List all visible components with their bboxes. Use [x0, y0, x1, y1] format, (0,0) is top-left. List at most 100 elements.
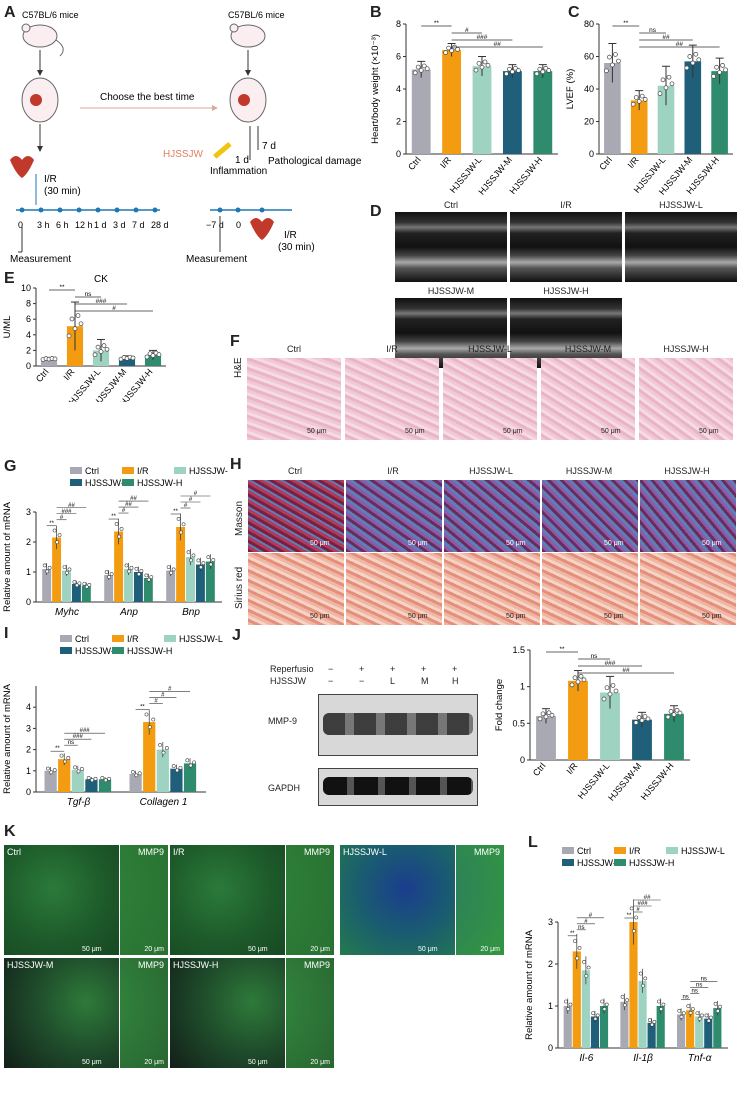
- y-tick-label: 0: [26, 597, 31, 607]
- data-point: [668, 709, 674, 714]
- sig-label: ns: [591, 653, 599, 660]
- legend-swatch: [666, 847, 678, 854]
- data-point: [476, 60, 482, 66]
- blot-condition-mark: L: [390, 676, 396, 686]
- data-point: [604, 1002, 609, 1007]
- sig-label: ###: [73, 734, 84, 740]
- data-point: [540, 69, 546, 75]
- data-point: [92, 352, 98, 358]
- sig-label: ###: [605, 660, 616, 667]
- data-point: [55, 540, 59, 545]
- bar: [183, 763, 197, 792]
- mmp9-label: MMP-9: [268, 716, 297, 726]
- data-point: [67, 567, 72, 572]
- y-tick-label: 2: [26, 345, 31, 355]
- bar: [686, 1010, 695, 1048]
- data-point: [643, 976, 648, 981]
- bar: [195, 564, 205, 602]
- scale-bar-label: 50 μm: [604, 613, 624, 620]
- data-point: [72, 580, 77, 584]
- data-point: [171, 764, 176, 769]
- y-tick-label: 1: [520, 682, 525, 692]
- data-point: [104, 570, 109, 574]
- masson-image: [248, 480, 344, 552]
- he-image: [541, 358, 635, 440]
- data-point: [656, 999, 661, 1004]
- he-image: [639, 358, 733, 440]
- legend-swatch: [60, 647, 72, 654]
- sig-label: #: [122, 508, 126, 514]
- data-point: [149, 575, 154, 580]
- data-point: [150, 353, 156, 358]
- sig-label: ns: [696, 982, 702, 988]
- bar: [85, 779, 98, 792]
- data-point: [93, 776, 98, 781]
- data-point: [171, 567, 176, 572]
- data-point: [103, 778, 108, 783]
- sig-label: #: [168, 687, 172, 693]
- sig-label: **: [49, 521, 54, 527]
- y-tick-label: 1.5: [512, 645, 525, 655]
- legend-swatch: [614, 859, 626, 866]
- echo-mmode-image: [510, 298, 622, 368]
- sig-label: #: [584, 919, 588, 925]
- gapdh-bands: [323, 777, 473, 795]
- chart-title: CK: [94, 274, 108, 285]
- data-point: [674, 707, 680, 713]
- sig-label: ###: [61, 509, 72, 515]
- data-point: [572, 675, 578, 681]
- bar: [533, 71, 553, 154]
- data-point: [723, 67, 728, 73]
- y-tick-label: 1: [26, 766, 31, 776]
- ir-label: I/R: [44, 174, 57, 185]
- data-point: [604, 685, 610, 691]
- legend-label: HJSSJW-M: [85, 478, 131, 488]
- data-point: [114, 521, 119, 526]
- data-point: [709, 1015, 713, 1020]
- data-point: [76, 769, 81, 774]
- bar: [695, 1016, 704, 1048]
- x-tick-label: I/R: [61, 366, 76, 382]
- timeline-label: 6 h: [56, 220, 69, 230]
- legend-swatch: [112, 647, 124, 654]
- fluor-group-label: HJSSJW-L: [343, 847, 387, 857]
- timeline-dot: [152, 207, 158, 213]
- data-point: [62, 565, 67, 569]
- data-point: [687, 54, 693, 59]
- data-point: [713, 1001, 718, 1006]
- legend-label: Ctrl: [85, 466, 99, 476]
- gapdh-label: GAPDH: [268, 783, 301, 793]
- drug-label: HJSSJW: [163, 149, 204, 160]
- legend-swatch: [174, 467, 186, 474]
- y-tick-label: 1: [548, 1001, 553, 1011]
- data-point: [52, 356, 58, 362]
- data-point: [47, 565, 52, 570]
- gapdh-blot: [318, 768, 478, 806]
- data-point: [144, 354, 150, 360]
- sig-label: ns: [68, 740, 74, 746]
- data-point: [578, 673, 584, 679]
- masson-image: [542, 480, 638, 552]
- x-category-label: Tnf-α: [688, 1053, 712, 1064]
- y-tick-label: 2: [548, 959, 553, 969]
- data-point: [415, 64, 421, 70]
- data-point: [479, 64, 485, 70]
- data-point: [107, 776, 112, 781]
- panel-label-e: E: [4, 270, 15, 287]
- data-point: [677, 710, 683, 716]
- reperfusion-label: Reperfusio: [270, 664, 314, 674]
- data-point: [90, 778, 95, 783]
- data-point: [681, 1011, 686, 1016]
- data-point: [144, 712, 149, 717]
- timeline-label: 3 h: [37, 220, 50, 230]
- data-point: [537, 66, 543, 72]
- panel-label-c: C: [568, 4, 580, 21]
- sig-label: #: [60, 515, 64, 521]
- bar: [176, 527, 186, 602]
- data-point: [208, 562, 213, 567]
- data-point: [573, 939, 577, 943]
- sig-label: ##: [662, 34, 670, 41]
- data-point: [137, 771, 142, 776]
- data-point: [504, 71, 509, 77]
